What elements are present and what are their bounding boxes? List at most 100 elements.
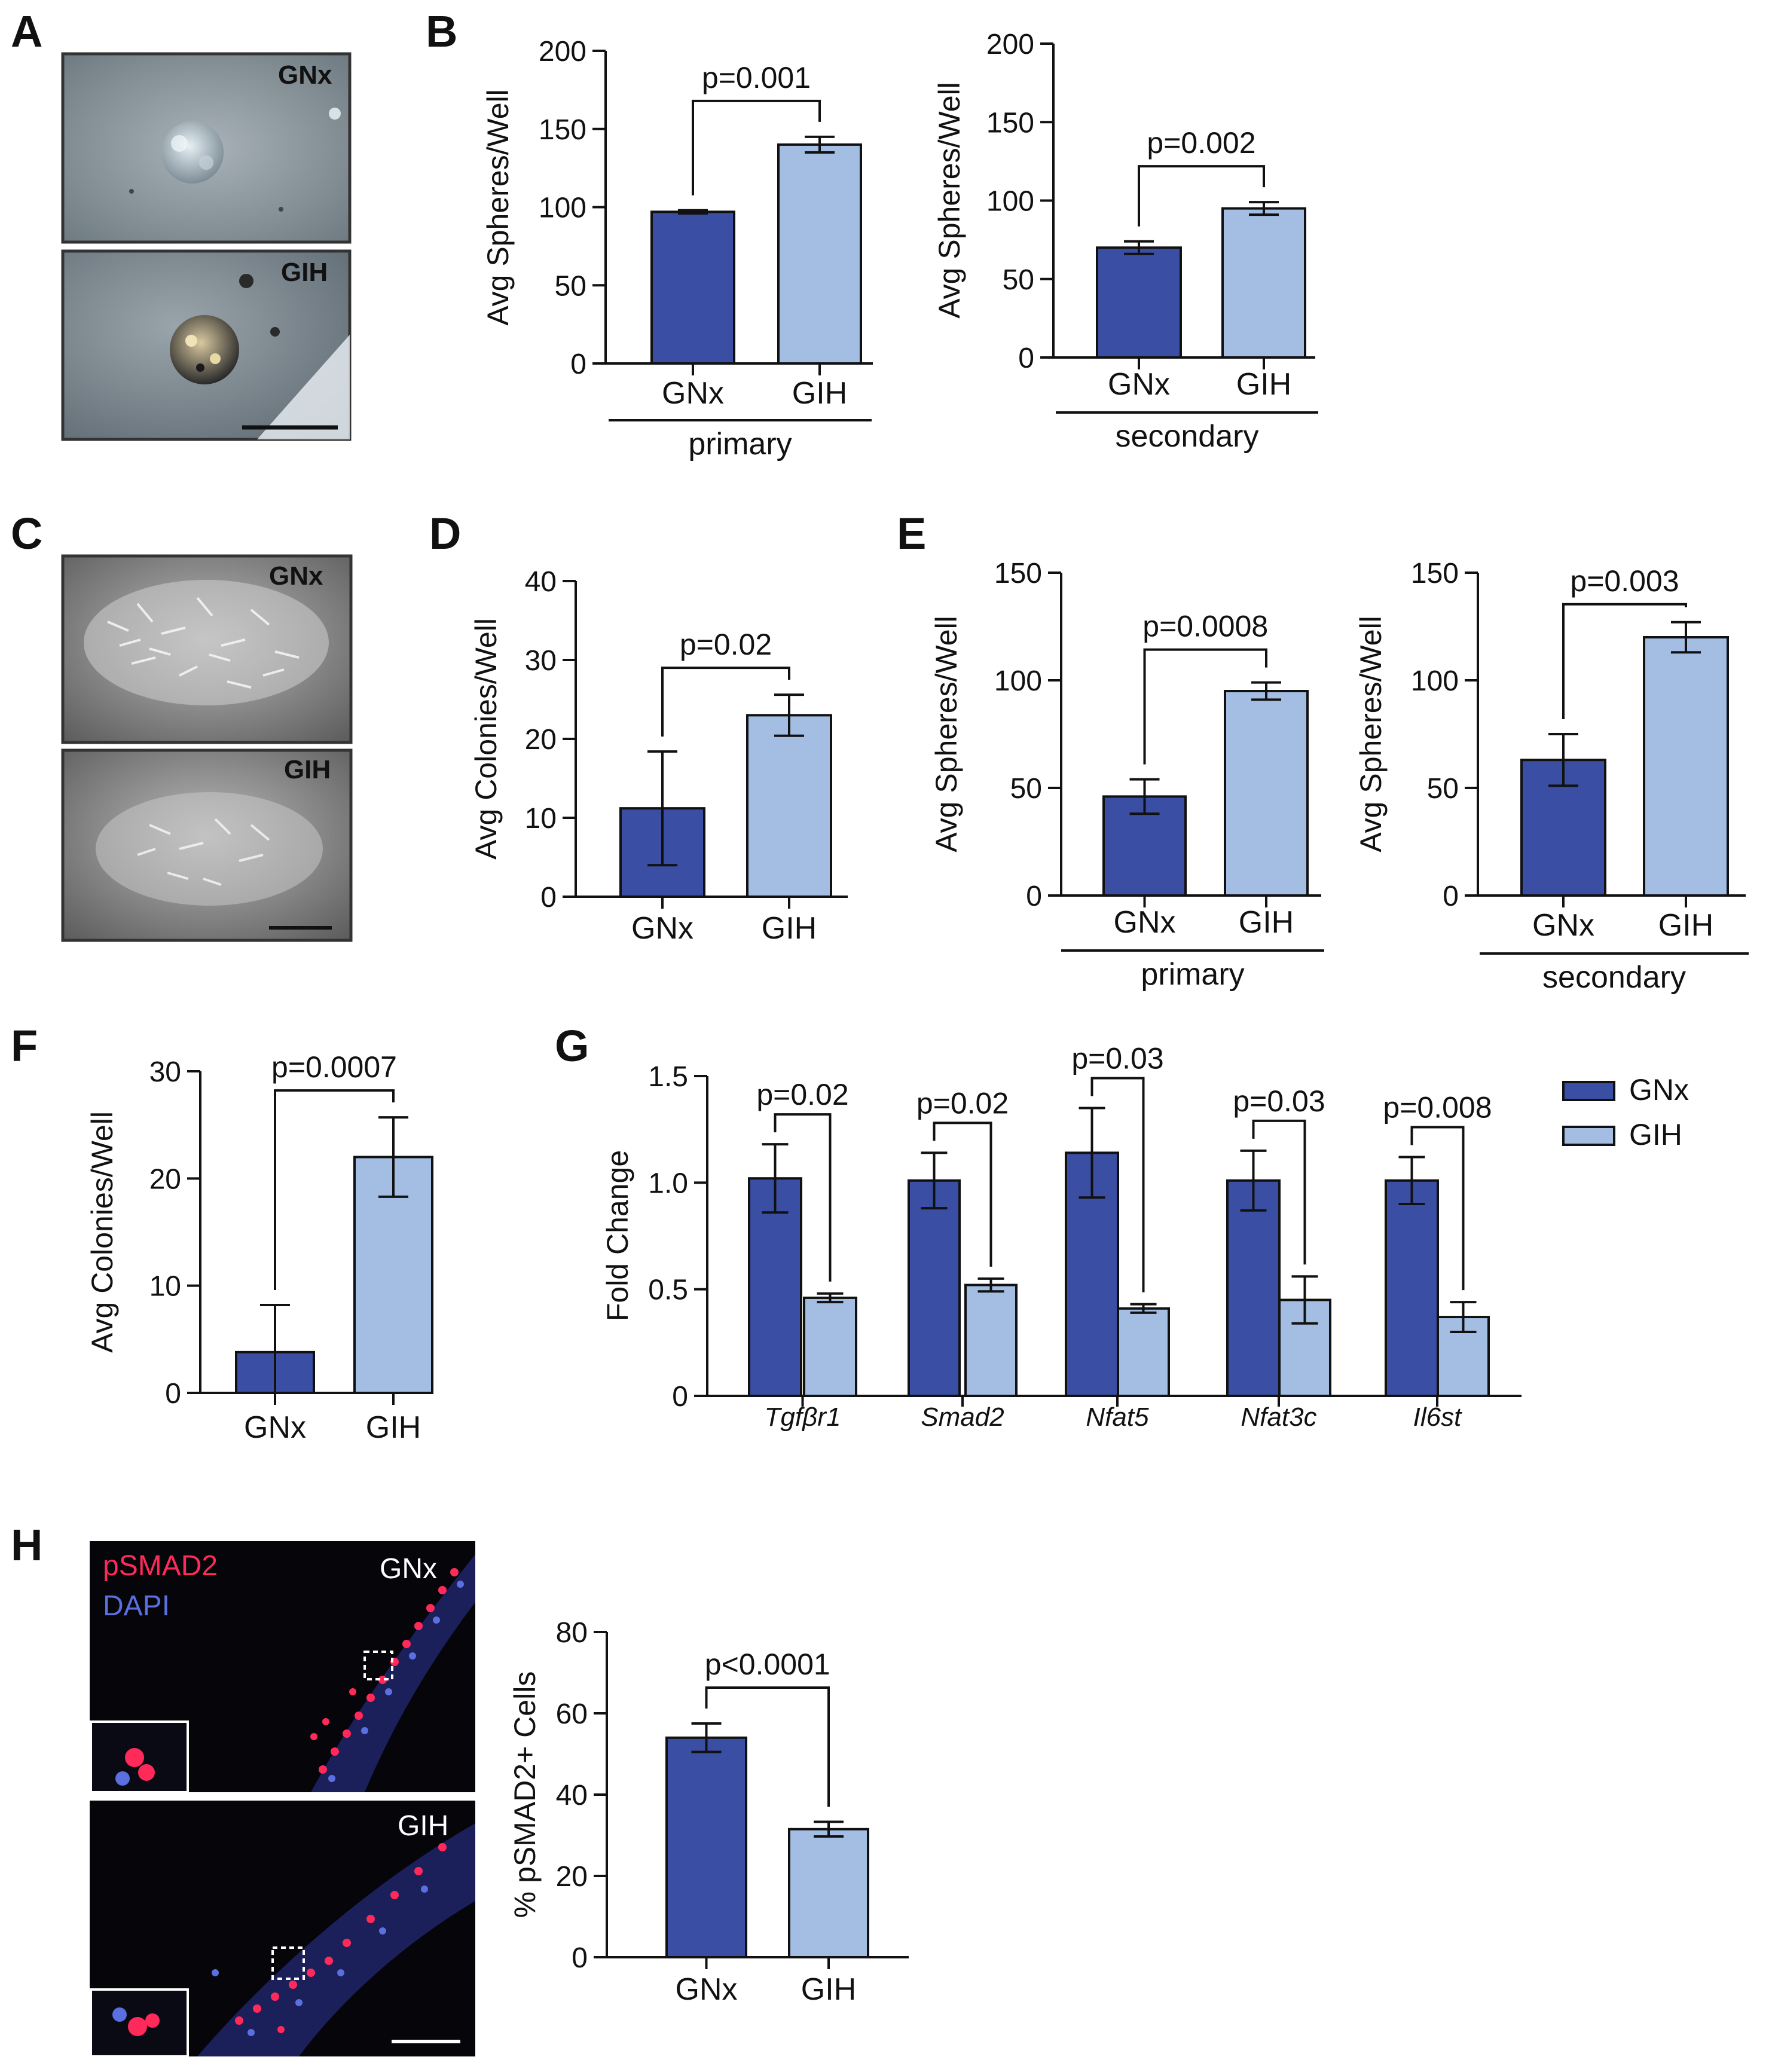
y-tick-label: 100: [994, 665, 1042, 697]
bar-gih: [964, 1283, 1018, 1398]
bar-gih: [1117, 1307, 1170, 1397]
y-tick-label: 150: [986, 107, 1034, 139]
y-axis-label: Avg Spheres/Well: [481, 89, 515, 326]
bar-gih: [1224, 690, 1309, 897]
p-value-label: p=0.02: [756, 1078, 848, 1111]
chart-g: 0 0.5 1.0 1.5 Fold Change p=0.02 Tgfβr1 p=0.02 S…: [601, 1042, 1689, 1432]
bar-gnx: [650, 210, 735, 365]
y-tick-label: 0: [672, 1381, 688, 1413]
y-tick-label: 1.5: [648, 1061, 688, 1093]
significance-bracket: [774, 1113, 832, 1282]
y-axis-label: % pSMAD2+ Cells: [508, 1671, 542, 1918]
legend-swatch-gih: [1562, 1126, 1615, 1146]
y-tick-label: 150: [994, 558, 1042, 589]
p-value-label: p=0.0008: [1142, 610, 1268, 643]
p-value-label: p=0.001: [702, 61, 811, 94]
y-axis-label: Avg Spheres/Well: [1354, 616, 1388, 852]
y-tick-label: 0: [570, 349, 586, 380]
y-tick-label: 150: [539, 114, 586, 146]
y-tick-label: 50: [1003, 264, 1034, 296]
y-tick-label: 50: [1010, 773, 1042, 805]
x-tick-label: GIH: [1239, 905, 1294, 940]
y-axis-label: Avg Spheres/Well: [930, 616, 963, 852]
y-tick-label: 30: [149, 1056, 181, 1088]
significance-bracket: [705, 1686, 830, 1807]
bar-gih: [803, 1296, 857, 1398]
y-tick-label: 20: [149, 1163, 181, 1195]
panel-letter-e: E: [897, 509, 926, 558]
chart-e1: 0 50 100 150 Avg Spheres/Well GNx GIH p=0.0008 p…: [930, 558, 1324, 992]
bar-gih: [1643, 636, 1729, 897]
chart-h: 0 20 40 60 80 % pSMAD2+ Cells GNx GIH p<0.0001: [508, 1617, 909, 2007]
image-label-h-gnx: GNx: [380, 1553, 437, 1585]
x-tick-label: GNx: [662, 376, 724, 411]
y-tick-label: 100: [986, 186, 1034, 218]
y-tick-label: 50: [1427, 773, 1459, 805]
y-tick-label: 30: [525, 645, 557, 677]
x-tick-label: GIH: [792, 376, 847, 411]
micrograph-a-gih: GIH: [61, 249, 352, 441]
y-tick-label: 40: [556, 1780, 588, 1811]
y-tick-label: 0: [165, 1378, 181, 1410]
group-label: secondary: [1542, 960, 1686, 995]
y-tick-label: 150: [1411, 558, 1459, 589]
x-tick-label: Nfat3c: [1241, 1402, 1316, 1432]
p-value-label: p=0.02: [680, 628, 772, 661]
x-tick-label: Il6st: [1413, 1402, 1462, 1432]
panel-letter-a: A: [11, 7, 42, 56]
chart-d: 0 10 20 30 40 Avg Colonies/Well GNx GIH p=0.02: [469, 566, 848, 946]
significance-bracket: [933, 1121, 992, 1267]
x-tick-label: GNx: [1108, 367, 1170, 402]
y-axis-label: Fold Change: [601, 1150, 634, 1321]
legend-label-gih: GIH: [1629, 1118, 1682, 1151]
bar-gnx: [1096, 246, 1182, 359]
x-tick-label: Smad2: [921, 1402, 1004, 1432]
panel-letter-f: F: [11, 1021, 38, 1071]
image-label-c-gih: GIH: [284, 755, 331, 784]
y-tick-label: 60: [556, 1698, 588, 1730]
x-tick-label: GNx: [1114, 905, 1176, 940]
significance-bracket: [1410, 1126, 1465, 1291]
panel-letter-h: H: [11, 1520, 42, 1570]
chart-b2: 0 50 100 150 200 Avg Spheres/Well GNx GIH p=0.00…: [933, 29, 1318, 454]
panel-letter-b: B: [426, 7, 457, 56]
y-tick-label: 0: [1443, 881, 1459, 912]
p-value-label: p=0.02: [916, 1086, 1009, 1120]
legend: GNx GIH: [1562, 1073, 1689, 1151]
fluorescence-h-gih: GIH: [90, 1801, 475, 2058]
bar-gnx: [748, 1177, 802, 1397]
significance-bracket: [661, 667, 790, 737]
x-tick-label: GNx: [676, 1972, 738, 2007]
y-tick-label: 1.0: [648, 1168, 688, 1199]
x-tick-label: Tgfβr1: [765, 1402, 841, 1432]
x-tick-label: GNx: [631, 911, 693, 946]
image-label-a-gih: GIH: [281, 258, 328, 287]
stain-label-pSMAD2: pSMAD2: [103, 1550, 218, 1582]
significance-bracket: [692, 99, 821, 195]
image-label-a-gnx: GNx: [278, 60, 332, 90]
stain-label-dapi: DAPI: [103, 1590, 170, 1622]
x-tick-label: GIH: [762, 911, 817, 946]
micrograph-a-gnx: GNx: [61, 52, 352, 244]
bar-gih: [1221, 207, 1306, 359]
y-tick-label: 20: [525, 724, 557, 756]
legend-label-gnx: GNx: [1629, 1073, 1689, 1107]
y-tick-label: 40: [525, 566, 557, 598]
group-label: primary: [688, 427, 792, 462]
p-value-label: p=0.03: [1233, 1084, 1325, 1118]
fluorescence-h-gnx: pSMAD2 DAPI GNx: [90, 1541, 475, 1793]
y-tick-label: 0: [1026, 881, 1042, 912]
x-tick-label: GIH: [801, 1972, 856, 2007]
significance-bracket: [1562, 603, 1687, 719]
panel-letter-d: D: [429, 509, 461, 558]
bar-gnx: [1226, 1179, 1281, 1398]
y-tick-label: 80: [556, 1617, 588, 1649]
bar-gnx: [665, 1736, 747, 1959]
p-value-label: p=0.03: [1071, 1042, 1163, 1075]
significance-bracket: [274, 1089, 395, 1290]
y-tick-label: 10: [149, 1271, 181, 1303]
chart-f: 0 10 20 30 Avg Colonies/Well GNx GIH p=0.0007: [85, 1050, 433, 1445]
bar-gih: [746, 714, 832, 899]
